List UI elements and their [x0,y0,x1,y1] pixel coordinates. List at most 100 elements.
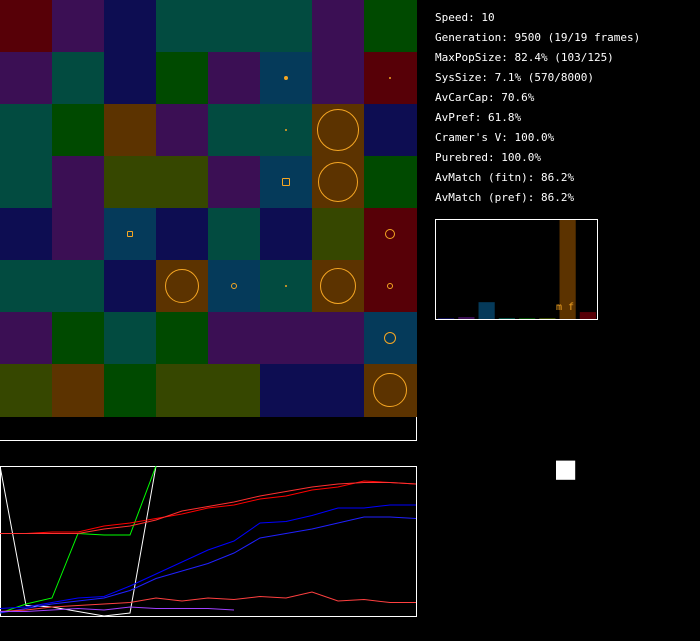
grid-cell[interactable] [208,0,260,52]
stat-av-car-cap: AvCarCap: 70.6% [435,91,535,104]
game-grid[interactable] [0,0,417,417]
grid-cell[interactable] [52,52,104,104]
grid-cell[interactable] [52,260,104,312]
history-series-line [0,591,416,612]
population-marker [389,77,391,79]
grid-cell[interactable] [364,104,417,156]
stats-panel: Speed: 10 Generation: 9500 (19/19 frames… [435,8,640,208]
grid-cell[interactable] [208,52,260,104]
grid-cell[interactable] [104,104,156,156]
grid-cell[interactable] [312,52,364,104]
grid-cell[interactable] [0,156,52,208]
population-marker [165,269,199,303]
histogram-bar [478,302,495,319]
histogram-bar [458,317,475,319]
grid-cell[interactable] [52,104,104,156]
grid-cell[interactable] [0,312,52,364]
population-marker [373,373,407,407]
history-series-line [0,516,417,614]
grid-cell[interactable] [156,0,208,52]
population-marker [318,162,358,202]
stat-speed: Speed: 10 [435,11,495,24]
grid-cell[interactable] [260,0,312,52]
histogram-label: m f [556,302,574,313]
grid-cell[interactable] [52,312,104,364]
grid-cell[interactable] [364,0,417,52]
population-marker [384,332,396,344]
population-marker [320,268,356,304]
grid-cell[interactable] [260,156,312,208]
history-series-line [0,480,417,534]
grid-cell[interactable] [312,364,364,417]
grid-cell[interactable] [156,312,208,364]
grid-cell[interactable] [312,208,364,260]
histogram-bar [498,318,515,319]
stat-cramers-v: Cramer's V: 100.0% [435,131,555,144]
grid-cell[interactable] [0,260,52,312]
population-marker [282,178,290,186]
histogram-bar [539,318,556,319]
divider-line [0,440,417,441]
grid-cell[interactable] [312,0,364,52]
stat-av-match-fitn: AvMatch (fitn): 86.2% [435,171,575,184]
histogram-bar [438,318,455,319]
grid-cell[interactable] [260,364,312,417]
population-marker [387,283,393,289]
grid-cell[interactable] [156,156,208,208]
grid-cell[interactable] [0,52,52,104]
grid-cell[interactable] [52,208,104,260]
grid-cell[interactable] [0,0,52,52]
stat-sys-size: SysSize: 7.1% (570/8000) [435,71,594,84]
stat-generation: Generation: 9500 (19/19 frames) [435,31,641,44]
histogram-bar [519,318,536,319]
grid-cell[interactable] [156,208,208,260]
grid-cell[interactable] [260,312,312,364]
history-series-line [0,466,157,617]
grid-edge-line [416,417,417,441]
grid-cell[interactable] [0,208,52,260]
grid-cell[interactable] [52,364,104,417]
history-series-line [0,504,416,609]
grid-cell[interactable] [104,312,156,364]
grid-cell[interactable] [52,0,104,52]
grid-cell[interactable] [156,52,208,104]
scatter-point [556,460,576,480]
history-series-line [0,482,417,534]
grid-cell[interactable] [104,260,156,312]
grid-cell[interactable] [364,156,417,208]
population-marker [317,109,359,151]
population-marker [285,285,287,287]
grid-cell[interactable] [208,364,260,417]
stat-purebred: Purebred: 100.0% [435,151,541,164]
preference-scatter-plot [435,338,598,500]
grid-cell[interactable] [156,364,208,417]
population-marker [284,76,288,80]
grid-cell[interactable] [312,312,364,364]
population-marker [231,283,237,289]
histogram-bar [559,220,576,319]
grid-cell[interactable] [104,156,156,208]
grid-cell[interactable] [0,364,52,417]
grid-cell[interactable] [208,208,260,260]
grid-cell[interactable] [0,104,52,156]
grid-cell[interactable] [104,0,156,52]
population-marker [127,231,133,237]
grid-cell[interactable] [208,156,260,208]
histogram-bar [579,312,596,319]
grid-cell[interactable] [208,312,260,364]
grid-cell[interactable] [104,52,156,104]
grid-cell[interactable] [208,104,260,156]
population-marker [385,229,395,239]
grid-cell[interactable] [104,364,156,417]
grid-cell[interactable] [260,208,312,260]
histogram-chart: m f [435,219,598,320]
population-marker [285,129,287,131]
stat-av-pref: AvPref: 61.8% [435,111,522,124]
stat-av-match-pref: AvMatch (pref): 86.2% [435,191,575,204]
grid-cell[interactable] [156,104,208,156]
stat-max-pop-size: MaxPopSize: 82.4% (103/125) [435,51,614,64]
history-line-chart [0,466,417,617]
history-series-line [0,606,235,612]
grid-cell[interactable] [104,208,156,260]
grid-cell[interactable] [52,156,104,208]
